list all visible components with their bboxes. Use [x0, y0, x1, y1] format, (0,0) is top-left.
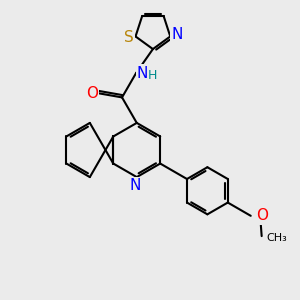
Text: N: N [137, 66, 148, 81]
Text: H: H [148, 69, 158, 82]
Text: O: O [86, 85, 98, 100]
Text: S: S [124, 30, 134, 45]
Text: N: N [130, 178, 141, 193]
Text: N: N [171, 28, 182, 43]
Text: O: O [256, 208, 268, 223]
Text: CH₃: CH₃ [266, 232, 287, 243]
